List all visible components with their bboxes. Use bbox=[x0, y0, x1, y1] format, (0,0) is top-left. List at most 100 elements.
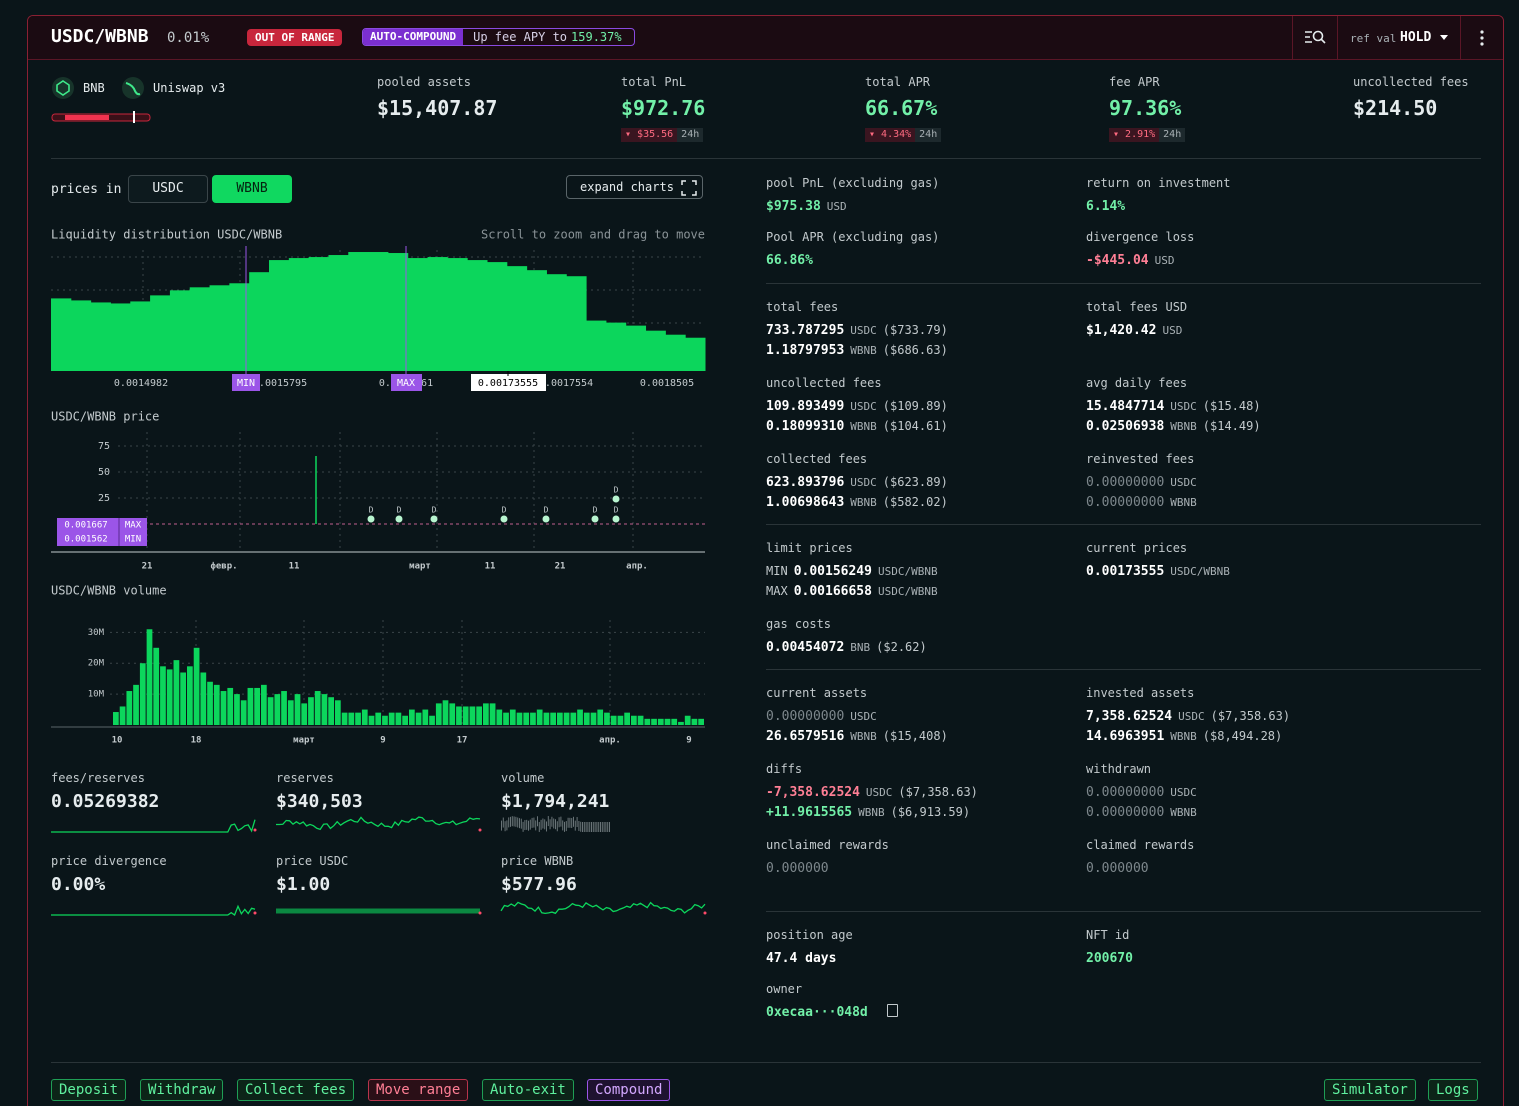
spark-end bbox=[253, 911, 257, 915]
stat-label: fee APR bbox=[1109, 75, 1160, 89]
volume-bar bbox=[678, 721, 684, 725]
sparkline bbox=[51, 819, 256, 833]
sparkbar bbox=[520, 818, 522, 829]
volume-bar bbox=[530, 712, 536, 725]
line-value: $1,420.42 bbox=[1086, 323, 1157, 338]
sparkbar bbox=[506, 820, 508, 831]
detail-label: avg daily fees bbox=[1086, 376, 1188, 390]
event-label: D bbox=[614, 506, 619, 515]
volume-bar bbox=[631, 715, 637, 725]
action-button[interactable]: Logs bbox=[1428, 1079, 1478, 1101]
sparkbar bbox=[607, 822, 609, 832]
sparkbar bbox=[574, 820, 576, 831]
x-tick-label: март bbox=[293, 736, 315, 746]
liquidity-bar bbox=[70, 300, 92, 371]
volume-bar bbox=[355, 712, 361, 725]
x-tick-label: 11 bbox=[289, 562, 300, 572]
search-icon[interactable] bbox=[1304, 29, 1326, 45]
line-value: $975.38 bbox=[766, 199, 821, 214]
action-button[interactable]: Move range bbox=[368, 1079, 469, 1101]
x-tick-label: 21 bbox=[555, 562, 566, 572]
detail-label: NFT id bbox=[1086, 928, 1130, 942]
volume-bar bbox=[503, 712, 509, 725]
line-value: +11.9615565 bbox=[766, 805, 853, 820]
event-dot bbox=[612, 515, 620, 523]
x-tick-label: апр. bbox=[626, 562, 648, 572]
metric-value: 0.00% bbox=[51, 874, 106, 895]
sparkbar bbox=[528, 820, 529, 831]
volume-bar bbox=[590, 712, 597, 725]
liquidity-bar bbox=[348, 252, 369, 371]
line-value: 0.00173555 bbox=[1086, 564, 1165, 579]
detail-line: $975.38 USD bbox=[766, 200, 847, 213]
line-unit: USDC bbox=[850, 324, 877, 337]
volume-bar bbox=[583, 712, 590, 725]
line-prefix: MAX bbox=[766, 584, 788, 598]
line-extra: ($733.79) bbox=[882, 323, 948, 337]
line-extra: ($104.61) bbox=[882, 419, 948, 433]
volume-bar bbox=[267, 697, 274, 725]
dropdown-caret bbox=[1440, 35, 1448, 40]
volume-bar bbox=[314, 691, 321, 725]
line-extra: ($582.02) bbox=[882, 495, 948, 509]
event-dot bbox=[612, 495, 620, 503]
menu-icon[interactable] bbox=[1478, 29, 1486, 47]
sparkbar bbox=[573, 816, 574, 827]
x-tick-label: 17 bbox=[457, 736, 468, 746]
max-label: MAX bbox=[125, 521, 142, 531]
line-value: 0.000000 bbox=[766, 861, 829, 876]
line-prefix: MIN bbox=[766, 564, 788, 578]
volume-bar bbox=[442, 700, 449, 725]
volume-bar bbox=[247, 687, 254, 725]
change-period: 24h bbox=[677, 128, 704, 142]
action-button[interactable]: Compound bbox=[587, 1079, 671, 1101]
sparkbar bbox=[537, 816, 538, 827]
change-value: ▾ $35.56 bbox=[621, 128, 678, 142]
volume-bar bbox=[200, 672, 207, 725]
action-button[interactable]: Simulator bbox=[1324, 1079, 1416, 1101]
x-tick-label: апр. bbox=[599, 736, 621, 746]
sparkbar bbox=[522, 821, 524, 832]
volume-bar bbox=[146, 629, 153, 725]
liquidity-bar bbox=[110, 303, 131, 371]
line-value: 1.00698643 bbox=[766, 495, 845, 510]
ref-value[interactable]: HOLD bbox=[1400, 30, 1432, 45]
x-tick-label: 21 bbox=[142, 562, 153, 572]
action-button[interactable]: Deposit bbox=[51, 1079, 127, 1101]
action-button[interactable]: Auto-exit bbox=[482, 1079, 574, 1101]
sparkbar bbox=[560, 816, 562, 827]
currency-toggle[interactable]: USDC bbox=[128, 175, 208, 203]
line-value: 1.18797953 bbox=[766, 343, 845, 358]
volume-bar bbox=[671, 718, 678, 725]
detail-label: invested assets bbox=[1086, 686, 1195, 700]
detail-label: collected fees bbox=[766, 452, 868, 466]
liquidity-bar bbox=[189, 287, 211, 371]
y-tick-label: 50 bbox=[98, 467, 110, 478]
volume-bar bbox=[287, 700, 294, 725]
detail-line: 1.00698643 WBNB ($582.02) bbox=[766, 496, 948, 509]
line-unit: WBNB bbox=[1170, 496, 1197, 509]
detail-label: position age bbox=[766, 928, 853, 942]
detail-line: 0.00000000 USDC bbox=[1086, 786, 1197, 799]
metric-label: fees/reserves bbox=[51, 771, 145, 785]
volume-bar bbox=[227, 687, 234, 725]
currency-toggle[interactable]: WBNB bbox=[212, 175, 292, 203]
line-extra: ($623.89) bbox=[882, 475, 948, 489]
metric-label: reserves bbox=[276, 771, 334, 785]
expand-charts[interactable]: expand charts bbox=[566, 175, 703, 199]
x-tick-label: февр. bbox=[210, 562, 237, 572]
event-label: D bbox=[593, 506, 598, 515]
liquidity-bar bbox=[130, 301, 151, 371]
action-button[interactable]: Withdraw bbox=[140, 1079, 224, 1101]
detail-line: MIN 0.00156249 USDC/WBNB bbox=[766, 565, 938, 578]
sparkbar bbox=[535, 820, 537, 831]
line-unit: WBNB bbox=[850, 730, 877, 743]
volume-bar bbox=[469, 706, 476, 725]
sparkbar bbox=[515, 816, 517, 827]
stat-label: total APR bbox=[865, 75, 931, 89]
volume-bar bbox=[301, 703, 308, 725]
action-button[interactable]: Collect fees bbox=[237, 1079, 355, 1101]
line-unit: USD bbox=[1162, 324, 1183, 337]
copy-icon[interactable] bbox=[887, 1004, 898, 1017]
dex: Uniswap v3 bbox=[153, 81, 226, 95]
